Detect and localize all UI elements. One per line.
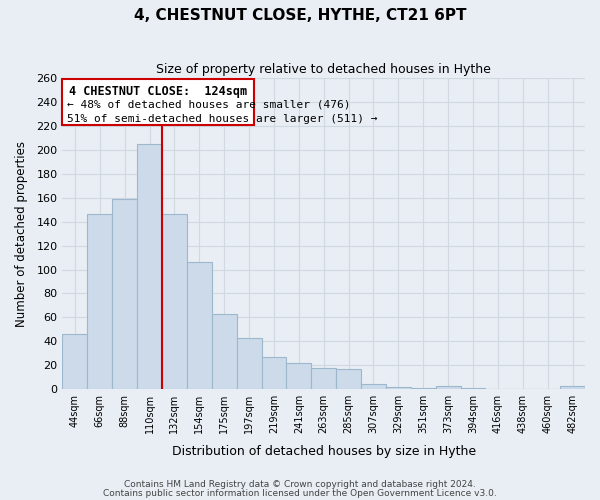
Text: 51% of semi-detached houses are larger (511) →: 51% of semi-detached houses are larger (… xyxy=(67,114,378,124)
Bar xyxy=(560,386,585,389)
Bar xyxy=(386,387,411,389)
Bar xyxy=(361,384,386,389)
Bar xyxy=(212,314,236,389)
Bar xyxy=(62,334,88,389)
Text: 4 CHESTNUT CLOSE:  124sqm: 4 CHESTNUT CLOSE: 124sqm xyxy=(69,85,247,98)
Text: 4, CHESTNUT CLOSE, HYTHE, CT21 6PT: 4, CHESTNUT CLOSE, HYTHE, CT21 6PT xyxy=(134,8,466,22)
Y-axis label: Number of detached properties: Number of detached properties xyxy=(15,140,28,326)
Bar xyxy=(311,368,336,389)
Bar xyxy=(262,357,286,389)
Bar xyxy=(187,262,212,389)
Bar xyxy=(88,214,112,389)
Bar xyxy=(461,388,485,389)
Bar xyxy=(436,386,461,389)
Text: Contains public sector information licensed under the Open Government Licence v3: Contains public sector information licen… xyxy=(103,488,497,498)
Bar xyxy=(112,199,137,389)
Bar xyxy=(162,214,187,389)
Bar xyxy=(137,144,162,389)
Text: ← 48% of detached houses are smaller (476): ← 48% of detached houses are smaller (47… xyxy=(67,100,351,110)
Bar xyxy=(336,369,361,389)
X-axis label: Distribution of detached houses by size in Hythe: Distribution of detached houses by size … xyxy=(172,444,476,458)
FancyBboxPatch shape xyxy=(62,80,254,124)
Bar xyxy=(286,363,311,389)
Bar xyxy=(236,338,262,389)
Title: Size of property relative to detached houses in Hythe: Size of property relative to detached ho… xyxy=(156,62,491,76)
Bar xyxy=(411,388,436,389)
Text: Contains HM Land Registry data © Crown copyright and database right 2024.: Contains HM Land Registry data © Crown c… xyxy=(124,480,476,489)
